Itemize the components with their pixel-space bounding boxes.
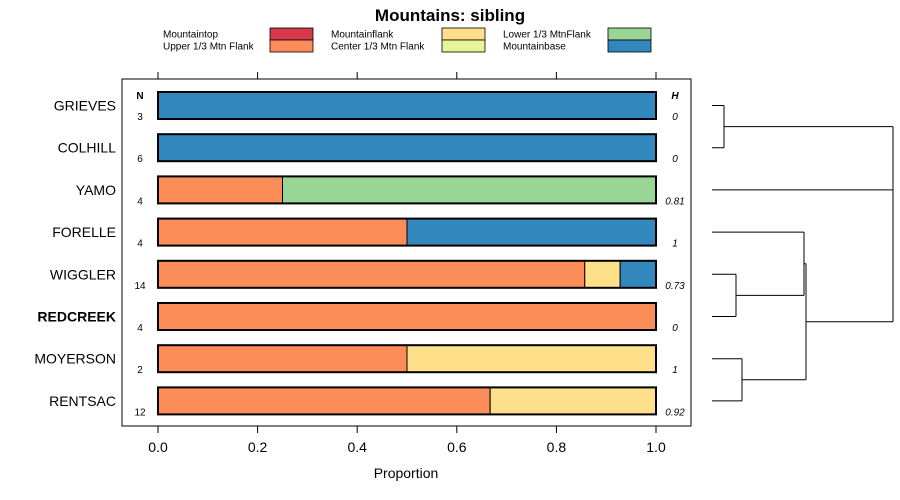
row-n-value: 4: [137, 196, 143, 207]
bar-segment-mountainbase: [157, 91, 657, 120]
legend-swatch-mountainflank: [441, 27, 486, 41]
legend-swatch-mountainbase: [607, 39, 652, 53]
bar-segment-upper-1-3-mtn-flank: [157, 302, 657, 331]
bar-outline: [157, 259, 657, 289]
row-label: REDCREEK: [37, 309, 116, 325]
bar-outline: [157, 133, 657, 163]
n-header: N: [136, 91, 143, 102]
bar-segment-mountainflank: [406, 344, 657, 373]
bar-segment-upper-1-3-mtn-flank: [157, 175, 283, 204]
legend-label-center-1-3-mtn-flank: Center 1/3 Mtn Flank: [331, 42, 425, 53]
bar-outline: [157, 91, 657, 120]
row-h-value: 0.81: [665, 196, 684, 207]
legend-swatch-lower-1-3-mtnflank: [607, 27, 652, 41]
legend-swatch-center-1-3-mtn-flank: [441, 39, 486, 53]
bar-segment-mountainbase: [157, 133, 657, 162]
dendrogram-branch: [712, 126, 894, 323]
row-label: COLHILL: [58, 140, 117, 156]
h-header: H: [671, 91, 679, 102]
bar-segment-mountainbase: [406, 218, 657, 247]
dendrogram-branch: [712, 105, 725, 149]
bar-segment-mountainbase: [619, 260, 657, 289]
row-n-value: 12: [134, 407, 146, 418]
row-n-value: 6: [137, 154, 143, 165]
row-h-value: 0.73: [665, 281, 685, 292]
dendrogram-branch: [742, 263, 807, 381]
row-colhill: COLHILL 6 0: [58, 133, 678, 165]
bar-segment-lower-1-3-mtnflank: [282, 175, 657, 204]
x-axis: 0.0 0.2 0.4 0.6 0.8 1.0: [148, 72, 666, 455]
x-axis-title: Proportion: [374, 465, 439, 481]
chart-title: Mountains: sibling: [375, 6, 525, 25]
row-h-value: 1: [672, 365, 678, 376]
row-h-value: 0: [672, 112, 678, 123]
bar-segment-mountainflank: [489, 386, 657, 415]
legend-label-lower-1-3-mtnflank: Lower 1/3 MtnFlank: [503, 30, 592, 41]
row-yamo: YAMO 4 0.81: [76, 175, 685, 207]
legend-label-mountainflank: Mountainflank: [331, 30, 394, 41]
row-label: FORELLE: [52, 224, 116, 240]
bar-outline: [157, 386, 657, 416]
bar-segment-mountainflank: [584, 260, 621, 289]
row-n-value: 4: [137, 323, 143, 334]
row-label: GRIEVES: [54, 98, 116, 114]
bar-segment-upper-1-3-mtn-flank: [157, 218, 408, 247]
row-label: MOYERSON: [34, 351, 116, 367]
bar-segment-upper-1-3-mtn-flank: [157, 260, 586, 289]
bar-segment-upper-1-3-mtn-flank: [157, 386, 491, 415]
row-rentsac: RENTSAC 12 0.92: [49, 386, 685, 418]
dendrogram-branch: [712, 273, 737, 317]
bar-outline: [157, 344, 657, 374]
dendrogram-branch: [712, 358, 743, 402]
row-label: WIGGLER: [50, 266, 116, 282]
bar-rows: GRIEVES 3 0 COLHILL 6 0 YAMO 4 0.81 FORELLE 4 1 WIGG…: [34, 91, 685, 418]
dendrogram-branch: [712, 231, 805, 296]
row-n-value: 2: [137, 365, 143, 376]
row-h-value: 0.92: [665, 407, 685, 418]
row-n-value: 4: [137, 239, 143, 250]
legend-label-upper-1-3-mtn-flank: Upper 1/3 Mtn Flank: [163, 42, 255, 53]
x-tick-label: 0.8: [547, 439, 567, 455]
row-redcreek: REDCREEK 4 0: [37, 302, 678, 334]
x-tick-label: 0.0: [148, 439, 168, 455]
legend-swatch-mountaintop: [269, 27, 314, 41]
dendrogram: [712, 105, 894, 402]
bar-segment-upper-1-3-mtn-flank: [157, 344, 408, 373]
bar-outline: [157, 302, 657, 331]
legend-label-mountainbase: Mountainbase: [503, 42, 566, 53]
plot-frame: [121, 78, 692, 427]
x-tick-label: 0.4: [347, 439, 367, 455]
row-moyerson: MOYERSON 2 1: [34, 344, 678, 376]
x-tick-label: 0.2: [248, 439, 268, 455]
row-h-value: 0: [672, 323, 678, 334]
legend-label-mountaintop: Mountaintop: [163, 30, 218, 41]
row-h-value: 1: [672, 239, 678, 250]
row-label: RENTSAC: [49, 393, 116, 409]
row-n-value: 14: [134, 281, 146, 292]
row-n-value: 3: [137, 112, 143, 123]
row-h-value: 0: [672, 154, 678, 165]
bar-outline: [157, 175, 657, 205]
row-label: YAMO: [76, 182, 116, 198]
row-grieves: GRIEVES 3 0: [54, 91, 678, 123]
bar-outline: [157, 217, 657, 247]
x-tick-label: 0.6: [447, 439, 467, 455]
legend-swatch-upper-1-3-mtn-flank: [269, 39, 314, 53]
x-tick-label: 1.0: [646, 439, 666, 455]
row-wiggler: WIGGLER 14 0.73: [50, 259, 685, 292]
row-forelle: FORELLE 4 1: [52, 217, 678, 250]
